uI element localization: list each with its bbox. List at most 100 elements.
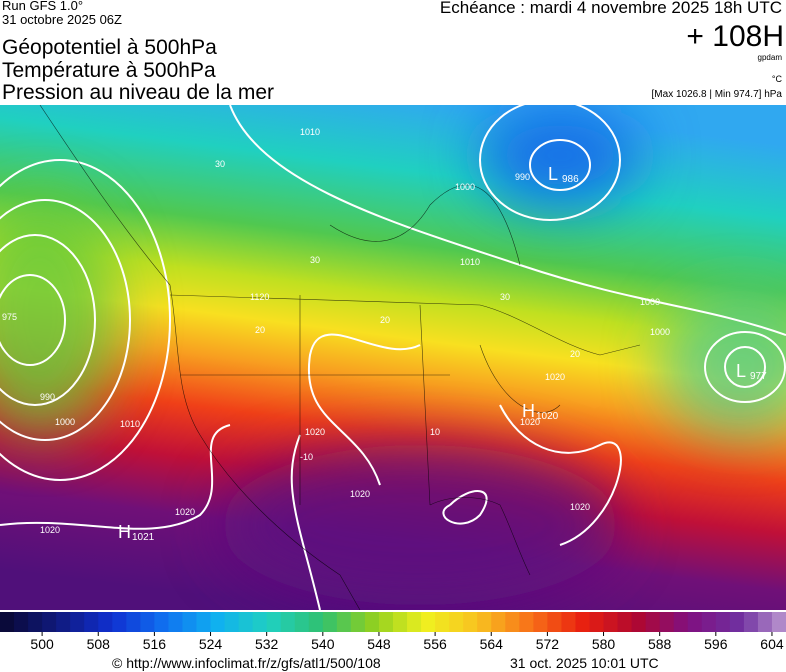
tick-label: 564 [480, 636, 504, 652]
color-swatch [266, 612, 282, 632]
color-swatch [533, 612, 548, 632]
color-swatch [673, 612, 689, 632]
color-swatch [84, 612, 99, 632]
color-swatch [238, 612, 254, 632]
color-swatch [659, 612, 675, 632]
tick-label: 508 [87, 636, 111, 652]
tick-label: 580 [592, 636, 616, 652]
color-swatch [561, 612, 576, 632]
run-date: 31 octobre 2025 06Z [2, 12, 122, 27]
color-swatch [308, 612, 324, 632]
contour-label: 990 [40, 392, 55, 402]
color-swatch [715, 612, 731, 632]
color-swatch [252, 612, 268, 632]
contour-label: 1010 [120, 419, 140, 429]
contour-label: 1020 [305, 427, 325, 437]
tick-label: 548 [367, 636, 391, 652]
color-swatch [771, 612, 786, 632]
color-swatch [421, 612, 436, 632]
color-swatch [0, 612, 15, 632]
contour-label: 30 [310, 255, 320, 265]
color-swatch [477, 612, 492, 632]
valid-time: Echéance : mardi 4 novembre 2025 18h UTC [439, 0, 782, 17]
tick-label: 604 [760, 636, 784, 652]
tick-label: 540 [311, 636, 335, 652]
color-swatch [154, 612, 169, 632]
center-value: 986 [562, 174, 579, 185]
color-swatch [322, 612, 338, 632]
color-swatch [70, 612, 85, 632]
color-swatch [98, 612, 113, 632]
color-swatch [631, 612, 647, 632]
title: Géopotentiel à 500hPa [2, 36, 217, 59]
contour-label: 1020 [40, 525, 60, 535]
color-swatch [407, 612, 422, 632]
contour-label: 975 [2, 312, 17, 322]
tick-label: 500 [30, 636, 54, 652]
color-swatch [687, 612, 703, 632]
color-swatch [463, 612, 478, 632]
center-value: 977 [750, 371, 767, 382]
tick-label: 572 [536, 636, 560, 652]
center-letter: L [548, 164, 558, 184]
color-swatch [182, 612, 197, 632]
center-value: 1021 [132, 532, 155, 543]
color-swatch [28, 612, 43, 632]
contour-label: 1000 [640, 297, 660, 307]
source-url: © http://www.infoclimat.fr/z/gfs/atl1/50… [112, 655, 381, 671]
unit-temp: °C [771, 74, 782, 84]
contour-label: -10 [300, 452, 313, 462]
contour-label: 1010 [460, 257, 480, 267]
title: Température à 500hPa [2, 59, 216, 82]
color-swatch [645, 612, 661, 632]
contour-label: 20 [570, 349, 580, 359]
tick-label: 556 [423, 636, 447, 652]
contour-label: 10 [430, 427, 440, 437]
color-swatch [126, 612, 141, 632]
coastlines [39, 105, 641, 610]
contour-label: 20 [380, 315, 390, 325]
color-swatch [547, 612, 562, 632]
color-swatch [729, 612, 745, 632]
contour-label: 30 [500, 292, 510, 302]
field-anomalies [0, 105, 786, 605]
contour-label: 1000 [55, 417, 75, 427]
color-swatch [701, 612, 717, 632]
contour-label: 1020 [520, 417, 540, 427]
run-label: Run GFS 1.0° [2, 0, 84, 13]
center-letter: H [522, 401, 535, 421]
color-swatch [378, 612, 394, 632]
center-letter: L [736, 361, 746, 381]
contour-label: 20 [255, 325, 265, 335]
color-swatch [393, 612, 408, 632]
color-swatch [196, 612, 212, 632]
contour-label: 1020 [175, 507, 195, 517]
contour-label: 1000 [455, 182, 475, 192]
color-swatch [575, 612, 590, 632]
color-swatch [364, 612, 380, 632]
color-swatch [14, 612, 29, 632]
contour-label: 1000 [650, 327, 670, 337]
color-swatch [140, 612, 155, 632]
contour-label: 1120 [250, 292, 269, 302]
tick-label: 516 [143, 636, 167, 652]
color-swatch [757, 612, 773, 632]
color-swatch [112, 612, 127, 632]
color-swatch [350, 612, 366, 632]
color-swatch [294, 612, 310, 632]
color-swatch [435, 612, 450, 632]
title: Pression au niveau de la mer [2, 81, 274, 104]
tick-label: 588 [648, 636, 672, 652]
unit-geo: gpdam [757, 53, 782, 62]
color-swatch [224, 612, 240, 632]
contour-label: 1020 [570, 502, 590, 512]
color-swatch [603, 612, 619, 632]
color-swatch [617, 612, 633, 632]
color-swatch [56, 612, 71, 632]
color-swatch [589, 612, 605, 632]
color-swatch [743, 612, 759, 632]
tick-label: 596 [704, 636, 728, 652]
